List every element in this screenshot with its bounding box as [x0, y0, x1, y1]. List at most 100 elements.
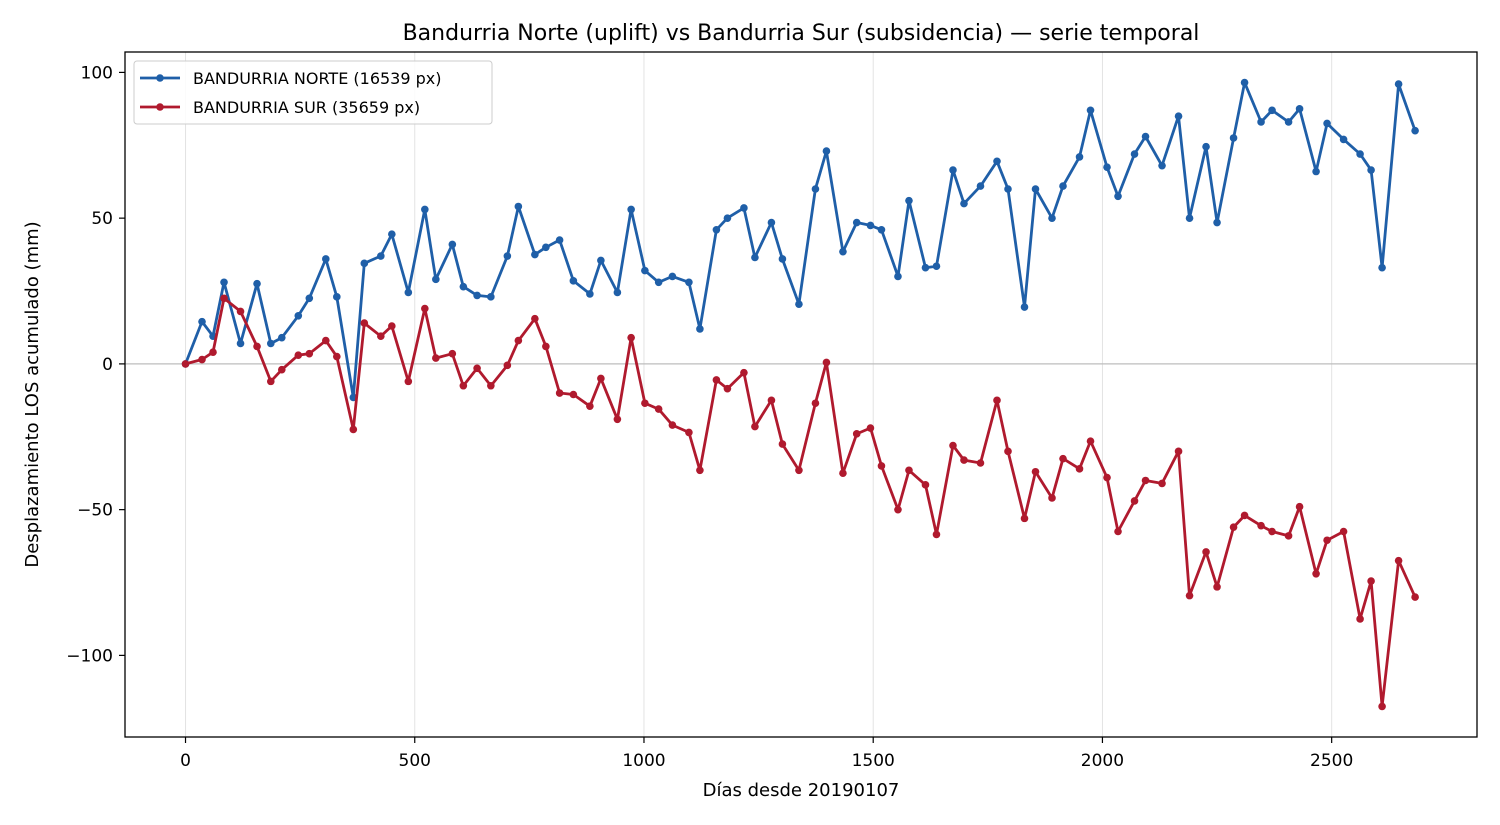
- data-point: [253, 342, 261, 351]
- data-point: [1075, 465, 1084, 473]
- data-point: [514, 202, 523, 211]
- data-point: [921, 481, 930, 489]
- data-point: [1295, 502, 1304, 511]
- data-point: [613, 288, 622, 297]
- data-point: [322, 255, 330, 263]
- data-point: [1229, 523, 1238, 531]
- x-axis-label: Días desde 20190107: [703, 780, 900, 801]
- data-point: [586, 402, 594, 410]
- data-point: [404, 288, 413, 297]
- data-point: [866, 221, 875, 230]
- data-point: [531, 314, 539, 323]
- data-point: [1323, 536, 1331, 545]
- data-point: [949, 166, 957, 174]
- data-point: [1367, 577, 1375, 585]
- data-point: [949, 441, 957, 450]
- data-point: [1356, 615, 1364, 623]
- data-point: [1268, 527, 1276, 536]
- data-point: [740, 204, 748, 212]
- data-point: [586, 290, 594, 298]
- data-point: [905, 196, 913, 205]
- data-point: [294, 351, 303, 359]
- x-tick-label: 1500: [852, 751, 895, 771]
- data-point: [685, 278, 693, 287]
- data-point: [1295, 105, 1304, 113]
- data-point: [555, 389, 564, 397]
- data-point: [360, 319, 369, 327]
- data-point: [641, 399, 649, 408]
- data-point: [421, 304, 429, 313]
- y-tick-label: −50: [77, 501, 113, 521]
- data-point: [1130, 497, 1139, 505]
- data-point: [1059, 454, 1067, 463]
- data-point: [852, 430, 861, 438]
- tick-layer: 0 500 1000 1500 2000 2500 −100 −50 0 50 100: [66, 63, 1353, 771]
- data-point: [811, 185, 820, 193]
- legend-swatch-marker: [156, 74, 164, 82]
- data-point: [641, 266, 649, 275]
- data-point: [220, 278, 228, 287]
- x-tick-label: 500: [399, 751, 431, 771]
- y-tick-label: 0: [102, 355, 113, 375]
- data-point: [905, 466, 913, 475]
- data-point: [294, 311, 303, 320]
- data-point: [236, 307, 245, 316]
- data-point: [668, 272, 677, 281]
- data-point: [236, 339, 245, 348]
- data-point: [531, 250, 539, 259]
- data-point: [1367, 166, 1375, 174]
- data-point: [569, 277, 578, 285]
- data-point: [1114, 527, 1122, 536]
- data-point: [542, 243, 550, 252]
- data-point: [993, 157, 1001, 166]
- data-point: [459, 282, 468, 291]
- data-point: [266, 339, 275, 348]
- data-point: [1378, 263, 1386, 272]
- data-point: [333, 293, 341, 301]
- data-point: [740, 368, 748, 377]
- data-point: [1339, 135, 1348, 144]
- data-point: [1257, 521, 1265, 530]
- data-point: [1114, 192, 1122, 201]
- data-point: [696, 466, 704, 475]
- data-point: [349, 425, 358, 434]
- data-point: [960, 456, 968, 464]
- data-point: [1048, 494, 1056, 502]
- data-point: [198, 317, 206, 326]
- data-point: [277, 333, 286, 342]
- data-point: [1339, 527, 1348, 536]
- data-point: [1174, 112, 1183, 120]
- legend-entry-label: BANDURRIA NORTE (16539 px): [193, 69, 441, 88]
- data-point: [976, 182, 985, 190]
- data-point: [627, 205, 635, 214]
- data-point: [932, 530, 941, 539]
- y-tick-label: 50: [91, 209, 113, 229]
- data-point: [209, 348, 217, 357]
- data-point: [1411, 126, 1419, 135]
- data-point: [305, 349, 314, 358]
- data-point: [1059, 182, 1067, 190]
- data-point: [712, 376, 721, 384]
- data-point: [767, 218, 776, 227]
- data-point: [377, 332, 385, 341]
- data-point: [712, 226, 721, 234]
- data-point: [723, 214, 732, 222]
- data-point: [1075, 153, 1084, 161]
- data-point: [1004, 185, 1012, 193]
- data-point: [305, 294, 314, 303]
- data-point: [627, 333, 635, 342]
- data-point: [448, 240, 457, 249]
- data-point: [1202, 142, 1210, 151]
- data-point: [1086, 437, 1095, 445]
- data-point: [277, 365, 286, 374]
- data-point: [220, 294, 228, 303]
- data-point: [1213, 583, 1221, 591]
- data-point: [696, 325, 704, 333]
- data-point: [822, 358, 831, 367]
- data-point: [266, 377, 275, 386]
- data-point: [377, 252, 385, 260]
- data-point: [1048, 214, 1056, 222]
- data-point: [1103, 473, 1111, 482]
- data-point: [1141, 132, 1150, 141]
